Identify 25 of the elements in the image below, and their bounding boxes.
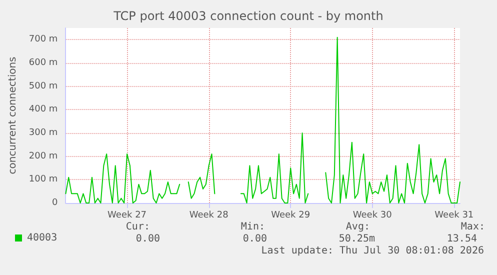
text: 50.25m	[338, 234, 375, 244]
y-tick-label: 0	[52, 198, 58, 208]
x-tick-label: Week 27	[108, 210, 147, 220]
text: Cur:	[126, 222, 150, 232]
text: 0.00	[136, 234, 160, 244]
x-tick-label: Week 30	[352, 210, 392, 220]
y-tick-label: 200 m	[28, 151, 58, 162]
y-tick-label: 300 m	[28, 128, 58, 138]
x-tick-label: Week 29	[271, 210, 310, 220]
text: Max:	[460, 222, 485, 232]
chart-title: TCP port 40003 connection count - by month	[112, 9, 384, 23]
y-tick-label: 700 m	[28, 34, 58, 45]
x-tick-label: Week 31	[434, 210, 474, 220]
text: Min:	[240, 222, 265, 232]
text: Avg:	[346, 222, 370, 232]
y-tick-label: 600 m	[28, 58, 58, 68]
x-tick-label: Week 28	[189, 210, 229, 220]
legend-label: 40003	[27, 232, 58, 244]
y-axis-title: concurrent connections	[8, 56, 18, 174]
text: Last update: Thu Jul 30 08:01:08 2026	[261, 246, 484, 256]
y-tick-label: 100 m	[28, 174, 58, 185]
y-tick-label: 500 m	[28, 81, 58, 92]
y-tick-label: 400 m	[28, 104, 58, 115]
text: 13.54	[446, 234, 477, 244]
text: 0.00	[242, 234, 267, 244]
